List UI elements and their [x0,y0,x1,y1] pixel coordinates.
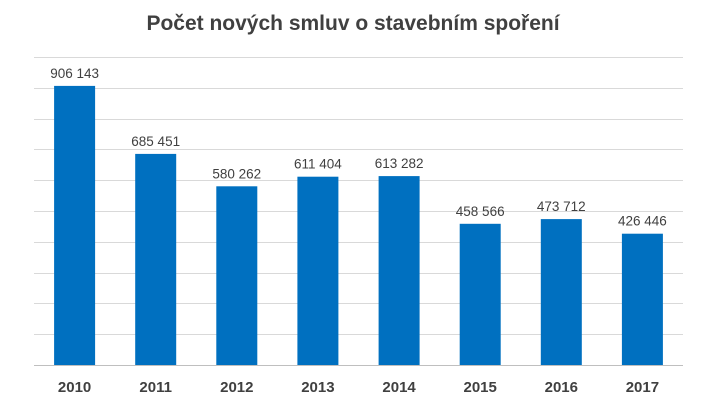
x-tick-label-2017: 2017 [626,379,659,396]
x-tick-label-2012: 2012 [220,379,253,396]
bar-2010 [54,86,95,365]
data-label-2014: 613 282 [375,156,424,171]
bar-2015 [460,224,501,365]
bar-2011 [135,154,176,365]
data-label-2015: 458 566 [456,204,505,219]
data-label-2012: 580 262 [212,166,261,181]
gridlines [34,58,683,335]
bar-2017 [622,234,663,365]
data-label-2010: 906 143 [50,66,99,81]
x-tick-label-2016: 2016 [545,379,578,396]
data-label-2011: 685 451 [131,134,180,149]
x-tick-label-2014: 2014 [382,379,416,396]
bar-2013 [297,177,338,365]
x-tick-label-2010: 2010 [58,379,91,396]
x-tick-label-2011: 2011 [139,379,172,396]
bar-2016 [541,219,582,365]
data-label-2013: 611 404 [294,157,342,172]
bar-2014 [379,176,420,365]
data-label-2017: 426 446 [618,214,667,229]
data-label-2016: 473 712 [537,199,586,214]
x-tick-label-2015: 2015 [464,379,497,396]
x-tick-label-2013: 2013 [301,379,334,396]
x-axis: 2010 2011 2012 2013 2014 2015 2016 2017 [34,366,683,397]
bar-2012 [216,186,257,365]
bars [54,86,663,365]
